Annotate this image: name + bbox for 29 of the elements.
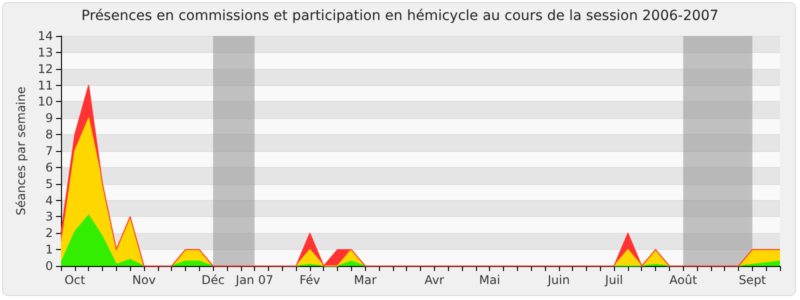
x-tick-label: Sept — [738, 273, 766, 287]
y-tick-label: 3 — [45, 210, 53, 224]
y-tick-label: 10 — [38, 94, 53, 109]
y-tick-label: 12 — [38, 62, 53, 76]
y-tick-label: 11 — [38, 78, 53, 92]
x-tick-label: Août — [669, 273, 698, 287]
x-tick-label: Jan 07 — [234, 273, 274, 287]
y-tick-label: 14 — [38, 29, 53, 43]
y-tick-label: 4 — [45, 193, 53, 208]
y-tick-label: 0 — [45, 259, 53, 273]
chart-title: Présences en commissions et participation en hémicycle au cours de la session 2006-2007 — [81, 8, 719, 24]
x-tick-label: Mar — [354, 273, 377, 287]
y-tick-label: 5 — [45, 176, 53, 191]
y-tick-label: 13 — [38, 45, 53, 60]
x-tick-label: Fév — [300, 273, 320, 287]
x-tick-label: Juil — [604, 273, 623, 287]
x-tick-label: Oct — [64, 273, 86, 287]
y-tick-label: 9 — [45, 111, 53, 126]
y-tick-label: 7 — [45, 144, 53, 158]
x-tick-label: Nov — [132, 273, 156, 287]
x-tick-label: Mai — [479, 273, 500, 287]
y-tick-label: 2 — [45, 226, 53, 240]
x-tick-label: Juin — [546, 273, 570, 287]
y-axis-title: Séances par semaine — [14, 86, 28, 216]
y-tick-label: 6 — [45, 160, 53, 174]
y-tick-label: 1 — [45, 242, 53, 257]
x-tick-label: Avr — [424, 273, 444, 287]
y-tick-label: 8 — [45, 128, 53, 142]
x-tick-label: Déc — [201, 273, 225, 287]
